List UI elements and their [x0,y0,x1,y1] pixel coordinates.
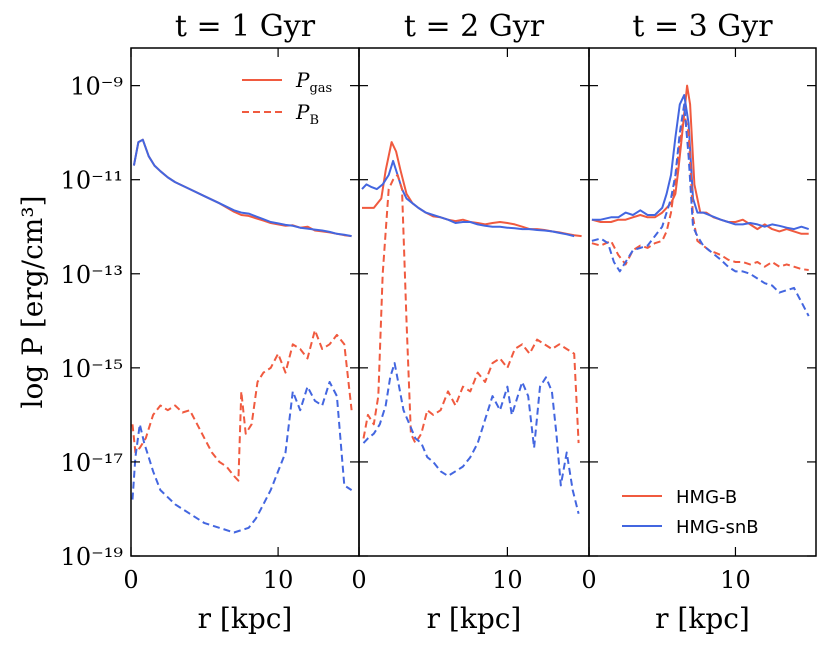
panel-3: 0 10 t = 3 Gyr r [kpc] [581,9,817,635]
y-tick-label: 10⁻¹³ [61,261,123,289]
panel-title: t = 1 Gyr [175,9,316,44]
x-tick-label: 0 [351,566,366,594]
linestyle-legend: Pgas PB [242,68,332,128]
legend-label: HMG-B [676,487,737,508]
x-axis-label: r [kpc] [198,602,293,635]
x-axis-label: r [kpc] [427,602,522,635]
x-axis-label: r [kpc] [655,602,750,635]
series-group [131,138,353,534]
panel-1: 0 10 t = 1 Gyr r [kpc] [123,9,360,635]
series-line-hmg-b-p-gas [132,138,352,238]
legend-label: PB [295,100,319,128]
run-legend: HMG-B HMG-snB [622,487,759,538]
series-line-hmg-b-p-b [362,174,580,445]
panel-title: t = 3 Gyr [632,9,773,44]
series-line-hmg-b-p-b [131,329,353,482]
y-axis-label: log P [erg/cm³] [16,196,49,409]
x-tick-label: 0 [581,566,596,594]
y-tick-label: 10⁻⁹ [70,73,123,101]
y-tick-label: 10⁻¹⁵ [61,355,123,383]
series-group [361,141,582,514]
y-axis-tick-labels: 10⁻¹⁹ 10⁻¹⁷ 10⁻¹⁵ 10⁻¹³ 10⁻¹¹ 10⁻⁹ [61,73,124,571]
legends: Pgas PB HMG-B HMG-snB [242,68,759,538]
series-line-hmg-snb-p-gas [361,159,575,238]
series-line-hmg-snb-p-gas [132,138,352,238]
y-tick-label: 10⁻¹¹ [61,167,123,195]
y-tick-label: 10⁻¹⁷ [61,449,123,477]
series-line-hmg-snb-p-gas [591,94,810,231]
panel-2: 0 10 t = 2 Gyr r [kpc] [351,9,590,635]
panels: 0 10 t = 1 Gyr r [kpc] 0 10 t = 2 Gyr r [kpc] 0 1… [123,9,817,635]
series-line-hmg-snb-p-b [591,103,810,317]
series-line-hmg-b-p-b [591,112,809,271]
y-tick-label: 10⁻¹⁹ [61,543,124,571]
panel-frame [588,47,817,557]
x-tick-label: 0 [123,566,138,594]
series-line-hmg-snb-p-b [362,362,580,514]
series-line-hmg-b-p-gas [591,84,809,235]
legend-label: Pgas [295,68,332,96]
panel-title: t = 2 Gyr [404,9,545,44]
panel-frame [130,47,360,557]
y-axis-label-text: log P [erg/cm³] [16,196,49,409]
series-line-hmg-snb-p-b [131,381,353,534]
x-tick-label: 10 [720,566,751,594]
x-tick-label: 10 [492,566,523,594]
legend-label: HMG-snB [676,517,759,538]
x-tick-label: 10 [263,566,294,594]
series-group [591,84,810,317]
panel-frame [358,47,590,557]
